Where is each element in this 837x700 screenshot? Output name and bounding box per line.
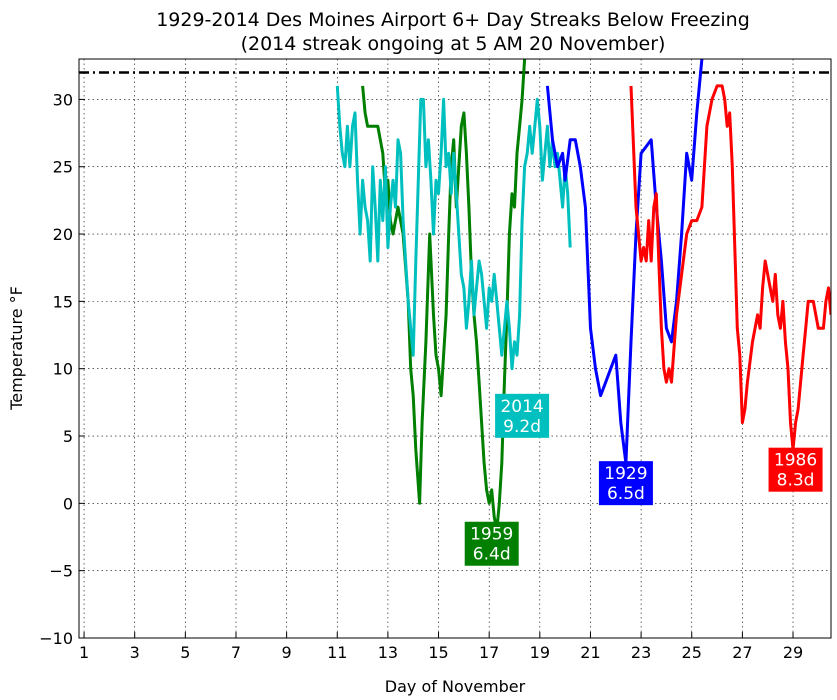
x-tick-label: 5 <box>180 643 190 662</box>
y-axis-title: Temperature °F <box>7 286 26 411</box>
series-layer <box>335 59 831 532</box>
x-tick-label: 9 <box>282 643 292 662</box>
series-label-box-1959 <box>464 521 519 566</box>
series-label-box-2014 <box>495 393 550 438</box>
x-tick-label: 3 <box>130 643 140 662</box>
x-tick-label: 21 <box>580 643 600 662</box>
y-tick-label: 0 <box>63 494 73 513</box>
x-axis-title: Day of November <box>385 677 526 696</box>
series-line-1986 <box>629 84 831 451</box>
series-label-text-1929: 6.5d <box>607 484 645 504</box>
x-tick-label: 17 <box>479 643 499 662</box>
series-label-box-1986 <box>768 447 823 492</box>
series-label-text-2014: 9.2d <box>503 417 541 437</box>
y-tick-label: −10 <box>39 629 73 648</box>
x-tick-label: 23 <box>631 643 651 662</box>
chart-subtitle: (2014 streak ongoing at 5 AM 20 November… <box>241 33 666 55</box>
series-line-2014 <box>335 85 572 371</box>
x-tick-label: 19 <box>530 643 550 662</box>
series-label-text-1959: 1959 <box>470 525 513 545</box>
chart-title: 1929-2014 Des Moines Airport 6+ Day Stre… <box>156 9 750 31</box>
plot-frame <box>78 58 832 639</box>
series-label-text-1959: 6.4d <box>473 545 511 565</box>
y-tick-label: −5 <box>49 562 73 581</box>
series-label-box-1929 <box>598 461 653 506</box>
y-tick-label: 10 <box>53 360 73 379</box>
y-tick-label: 15 <box>53 292 73 311</box>
x-tick-label: 29 <box>783 643 803 662</box>
y-tick-label: 25 <box>53 158 73 177</box>
series-label-text-1986: 8.3d <box>777 471 815 491</box>
series-label-text-1929: 1929 <box>604 464 647 484</box>
y-tick-label: 30 <box>53 90 73 109</box>
x-tick-label: 15 <box>428 643 448 662</box>
series-label-text-2014: 2014 <box>500 397 543 417</box>
series-line-1929 <box>545 59 704 465</box>
y-tick-label: 20 <box>53 225 73 244</box>
x-tick-label: 25 <box>682 643 702 662</box>
x-tick-label: 11 <box>327 643 347 662</box>
x-tick-label: 1 <box>79 643 89 662</box>
series-label-text-1986: 1986 <box>774 451 817 471</box>
tick-layer: 1 3 5 7 9 11 13 15 17 19 21 23 25 27 29−10−50510152025… <box>39 90 803 662</box>
x-tick-label: 13 <box>378 643 398 662</box>
x-tick-label: 27 <box>732 643 752 662</box>
y-tick-label: 5 <box>63 427 73 446</box>
x-tick-label: 7 <box>231 643 241 662</box>
